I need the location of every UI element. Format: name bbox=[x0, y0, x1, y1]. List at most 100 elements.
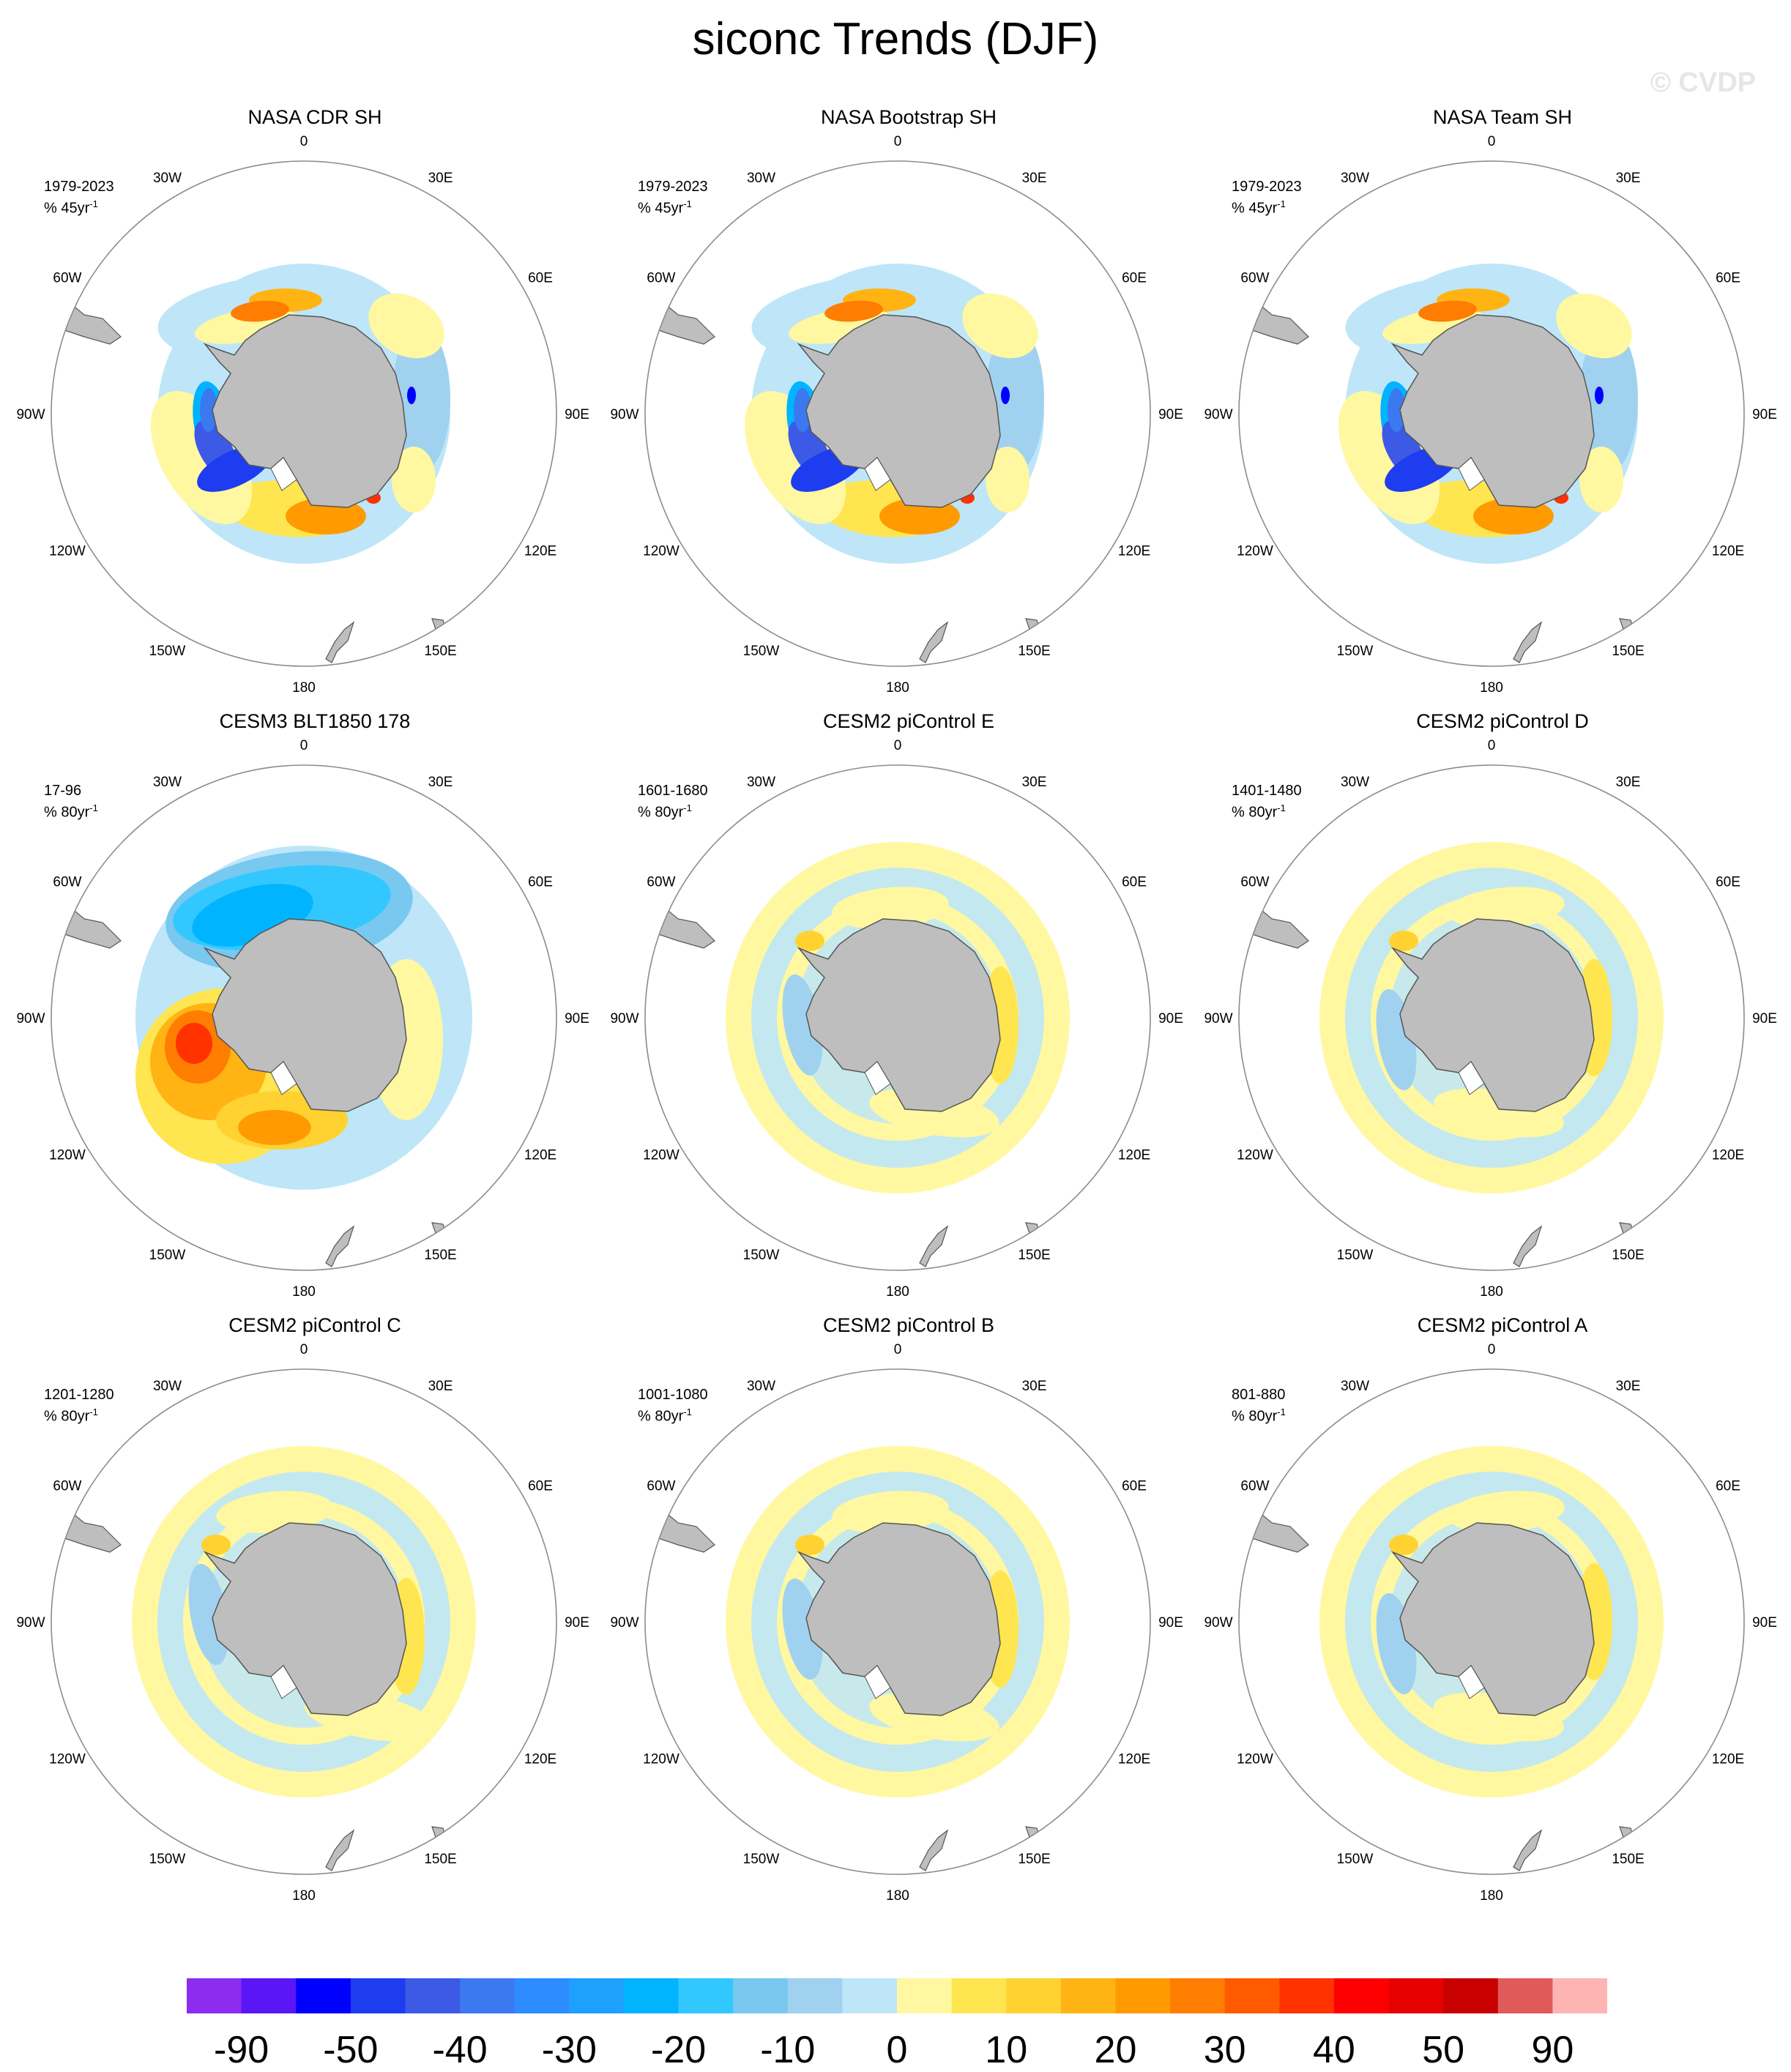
map-boundary bbox=[644, 764, 1151, 1271]
longitude-label: 150W bbox=[1337, 1248, 1374, 1263]
trend-period: 17-96 bbox=[44, 783, 82, 799]
map-panel: CESM2 piControl A 0 30E 60E 90E 120E 150E 180 15… bbox=[1204, 1314, 1776, 1904]
longitude-label: 180 bbox=[886, 1888, 909, 1904]
new-zealand-landmass bbox=[1513, 621, 1543, 663]
longitude-label: 60E bbox=[528, 1479, 553, 1494]
longitude-label: 180 bbox=[1480, 1284, 1503, 1300]
south-america-landmass bbox=[655, 295, 715, 345]
ice-shelf bbox=[1458, 457, 1485, 491]
longitude-label: 30E bbox=[428, 171, 453, 186]
south-america-landmass bbox=[1249, 899, 1309, 949]
ice-shelf bbox=[1458, 1061, 1485, 1095]
trend-units: % 80yr-1 bbox=[1232, 802, 1286, 821]
positive-trend-patch bbox=[832, 1491, 949, 1533]
colorbar-tick-label: -20 bbox=[650, 2029, 707, 2071]
longitude-label: 120W bbox=[49, 544, 86, 559]
positive-trend-patch bbox=[795, 1535, 824, 1555]
negative-trend-patch bbox=[1001, 387, 1010, 404]
trend-period-info: 1001-1080 % 80yr-1 bbox=[638, 1386, 708, 1426]
positive-trend-patch bbox=[1389, 931, 1418, 951]
longitude-label: 180 bbox=[1480, 1888, 1503, 1904]
ice-shelf bbox=[1458, 1665, 1485, 1699]
colorbar-swatch bbox=[1443, 1978, 1499, 2013]
south-america-landmass bbox=[655, 1503, 715, 1553]
ice-shelf bbox=[270, 457, 297, 491]
tasmania-landmass bbox=[431, 618, 447, 634]
positive-trend-patch bbox=[368, 293, 444, 359]
new-zealand-landmass bbox=[325, 1225, 355, 1267]
map-content bbox=[655, 1446, 1070, 1871]
colorbar-swatch bbox=[187, 1978, 242, 2013]
longitude-label: 90E bbox=[565, 407, 589, 422]
tasmania-landmass bbox=[1025, 1826, 1041, 1842]
trend-period-info: 1401-1480 % 80yr-1 bbox=[1232, 782, 1302, 821]
longitude-label: 90E bbox=[565, 1615, 589, 1631]
map-panel: CESM2 piControl C 0 30E 60E 90E 120E 150E 180 15… bbox=[16, 1314, 589, 1904]
longitude-label: 60E bbox=[528, 271, 553, 286]
longitude-label: 0 bbox=[300, 1342, 308, 1357]
longitude-label: 30E bbox=[1616, 1379, 1641, 1394]
colorbar-tick-label: 30 bbox=[1203, 2029, 1246, 2071]
longitude-label: 90W bbox=[16, 1011, 45, 1026]
colorbar-swatch bbox=[514, 1978, 570, 2013]
trend-units: % 45yr-1 bbox=[1232, 198, 1286, 217]
tasmania-landmass bbox=[431, 1826, 447, 1842]
longitude-label: 120W bbox=[1237, 1148, 1273, 1163]
polar-map: 0 30E 60E 90E 120E 150E 180 150W 120W 90W 60W 30W bbox=[610, 738, 1183, 1300]
longitude-label: 150E bbox=[1612, 644, 1644, 659]
trend-period-info: 1601-1680 % 80yr-1 bbox=[638, 782, 708, 821]
longitude-label: 60W bbox=[1240, 1479, 1269, 1494]
page-title: siconc Trends (DJF) bbox=[692, 14, 1099, 64]
trend-period: 1401-1480 bbox=[1232, 783, 1302, 799]
colorbar-tick-label: -90 bbox=[214, 2029, 269, 2071]
longitude-label: 0 bbox=[300, 134, 308, 149]
longitude-label: 120W bbox=[643, 544, 679, 559]
trend-period: 1979-2023 bbox=[1232, 179, 1302, 195]
panel-title: NASA Team SH bbox=[1432, 106, 1573, 128]
longitude-label: 180 bbox=[886, 680, 909, 696]
longitude-label: 60W bbox=[647, 271, 675, 286]
map-panel: NASA CDR SH 0 30E 60E 90E 120E 150E 180 150W 120W… bbox=[16, 106, 589, 696]
map-boundary bbox=[1238, 1368, 1745, 1875]
longitude-label: 120W bbox=[49, 1148, 86, 1163]
longitude-label: 60E bbox=[528, 875, 553, 890]
longitude-label: 180 bbox=[1480, 680, 1503, 696]
longitude-label: 90W bbox=[610, 1615, 638, 1631]
longitude-label: 90E bbox=[1158, 1011, 1183, 1026]
longitude-label: 60E bbox=[1122, 271, 1147, 286]
longitude-label: 120W bbox=[49, 1752, 86, 1767]
colorbar-swatch bbox=[350, 1978, 406, 2013]
longitude-label: 60W bbox=[53, 271, 81, 286]
longitude-label: 120E bbox=[1118, 1752, 1150, 1767]
positive-trend-patch bbox=[1418, 300, 1477, 322]
longitude-label: 30W bbox=[153, 1379, 182, 1394]
longitude-label: 30W bbox=[153, 171, 182, 186]
longitude-label: 30W bbox=[1341, 1379, 1369, 1394]
polar-map: 0 30E 60E 90E 120E 150E 180 150W 120W 90W 60W 30W bbox=[16, 1342, 589, 1904]
trend-units: % 80yr-1 bbox=[638, 1406, 692, 1425]
new-zealand-landmass bbox=[1513, 1225, 1543, 1267]
longitude-label: 120W bbox=[1237, 1752, 1273, 1767]
polar-map: 0 30E 60E 90E 120E 150E 180 150W 120W 90W 60W 30W bbox=[16, 738, 589, 1300]
map-panel: CESM2 piControl E 0 30E 60E 90E 120E 150E 180 15… bbox=[610, 710, 1183, 1300]
colorbar-labels: -90 -50 -40 -30 -20 -10 0 10 20 30 40 50 90 bbox=[187, 2028, 1607, 2072]
colorbar-swatch bbox=[733, 1978, 789, 2013]
panel-title: NASA Bootstrap SH bbox=[820, 106, 997, 128]
map-boundary bbox=[51, 160, 557, 667]
south-america-landmass bbox=[1249, 1503, 1309, 1553]
map-panel: CESM2 piControl D 0 30E 60E 90E 120E 150E 180 15… bbox=[1204, 710, 1776, 1300]
longitude-label: 120E bbox=[1118, 1148, 1150, 1163]
longitude-label: 150E bbox=[1612, 1248, 1644, 1263]
longitude-label: 120E bbox=[1712, 544, 1744, 559]
polar-map: 0 30E 60E 90E 120E 150E 180 150W 120W 90W 60W 30W bbox=[1204, 134, 1776, 696]
ice-shelf bbox=[864, 457, 891, 491]
trend-units: % 80yr-1 bbox=[638, 802, 692, 821]
colorbar-tick-label: -10 bbox=[760, 2029, 816, 2071]
map-content bbox=[62, 264, 450, 663]
positive-trend-patch bbox=[176, 1023, 212, 1064]
longitude-label: 150W bbox=[743, 644, 780, 659]
longitude-label: 90E bbox=[565, 1011, 589, 1026]
longitude-label: 60W bbox=[1240, 271, 1269, 286]
negative-trend-patch bbox=[794, 388, 811, 432]
longitude-label: 30W bbox=[1341, 775, 1369, 790]
